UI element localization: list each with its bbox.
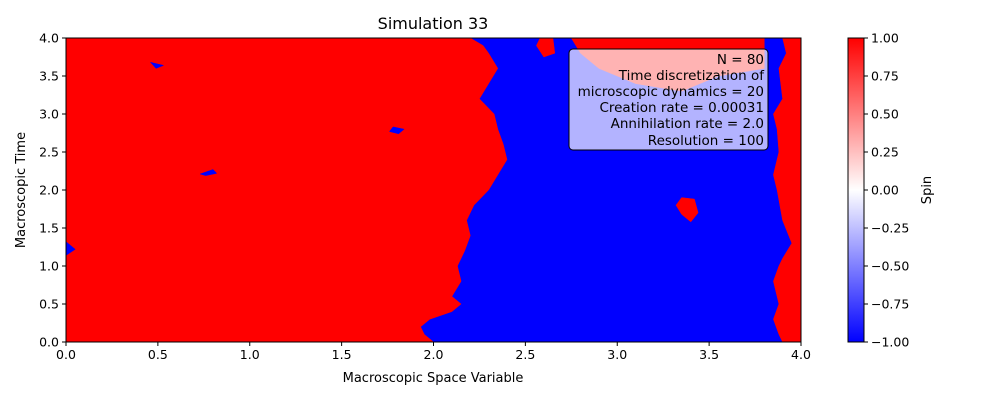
info-line-microscopic-dynamics: microscopic dynamics = 20 xyxy=(578,84,764,100)
x-tick-label: 2.5 xyxy=(515,347,535,362)
y-tick-label: 3.0 xyxy=(39,107,59,122)
spin-region-island-e xyxy=(388,126,405,135)
y-tick-label: 2.0 xyxy=(39,183,59,198)
colorbar-tick-label: −1.00 xyxy=(871,335,909,350)
spin-region-island-b xyxy=(536,38,556,58)
info-line-time-discretization: Time discretization of xyxy=(618,68,765,84)
y-tick-label: 3.5 xyxy=(39,69,59,84)
x-tick-label: 1.0 xyxy=(240,347,260,362)
info-box: N = 80 Time discretization of microscopi… xyxy=(568,48,769,151)
colorbar xyxy=(847,37,865,343)
colorbar-ticks: 1.00 0.75 0.50 0.25 0.00 −0.25 −0.50 −0.75 −1.00 xyxy=(864,31,909,350)
spin-region-island-d xyxy=(149,61,165,69)
spin-region-left-domain xyxy=(66,38,508,342)
info-line-resolution: Resolution = 100 xyxy=(648,133,764,149)
spin-region-island-f xyxy=(199,169,218,176)
spin-region-right-edge-domain xyxy=(773,38,801,342)
info-line-annihilation-rate: Annihilation rate = 2.0 xyxy=(611,116,764,132)
x-tick-label: 0.0 xyxy=(56,347,76,362)
x-tick-label: 4.0 xyxy=(791,347,811,362)
y-tick-label: 1.5 xyxy=(39,221,59,236)
info-line-creation-rate: Creation rate = 0.00031 xyxy=(599,100,764,116)
x-tick-label: 1.5 xyxy=(332,347,352,362)
x-axis-ticks: 0.0 0.5 1.0 1.5 2.0 2.5 3.0 3.5 4.0 xyxy=(56,342,811,362)
info-box-background xyxy=(568,48,769,151)
spin-region-island-a xyxy=(675,197,699,223)
y-tick-label: 1.0 xyxy=(39,259,59,274)
y-tick-label: 0.5 xyxy=(39,297,59,312)
colorbar-tick-label: −0.25 xyxy=(871,221,909,236)
chart-title: Simulation 33 xyxy=(378,14,489,33)
x-tick-label: 2.0 xyxy=(424,347,444,362)
colorbar-tick-label: 0.75 xyxy=(871,69,899,84)
y-tick-label: 0.0 xyxy=(39,335,59,350)
colorbar-tick-label: −0.75 xyxy=(871,297,909,312)
colorbar-tick-label: 0.50 xyxy=(871,107,899,122)
x-tick-label: 0.5 xyxy=(148,347,168,362)
y-tick-label: 2.5 xyxy=(39,145,59,160)
colorbar-tick-label: 0.00 xyxy=(871,183,899,198)
colorbar-tick-label: 1.00 xyxy=(871,31,899,46)
y-axis-ticks: 0.0 0.5 1.0 1.5 2.0 2.5 3.0 3.5 4.0 xyxy=(39,31,66,350)
y-tick-label: 4.0 xyxy=(39,31,59,46)
x-tick-label: 3.5 xyxy=(699,347,719,362)
x-axis-label: Macroscopic Space Variable xyxy=(343,371,524,386)
spin-region-island-c xyxy=(66,241,76,256)
y-axis-label: Macroscopic Time xyxy=(14,132,29,248)
x-tick-label: 3.0 xyxy=(607,347,627,362)
colorbar-tick-label: −0.50 xyxy=(871,259,909,274)
colorbar-tick-label: 0.25 xyxy=(871,145,899,160)
colorbar-label: Spin xyxy=(920,176,935,204)
info-line-n: N = 80 xyxy=(717,52,764,68)
